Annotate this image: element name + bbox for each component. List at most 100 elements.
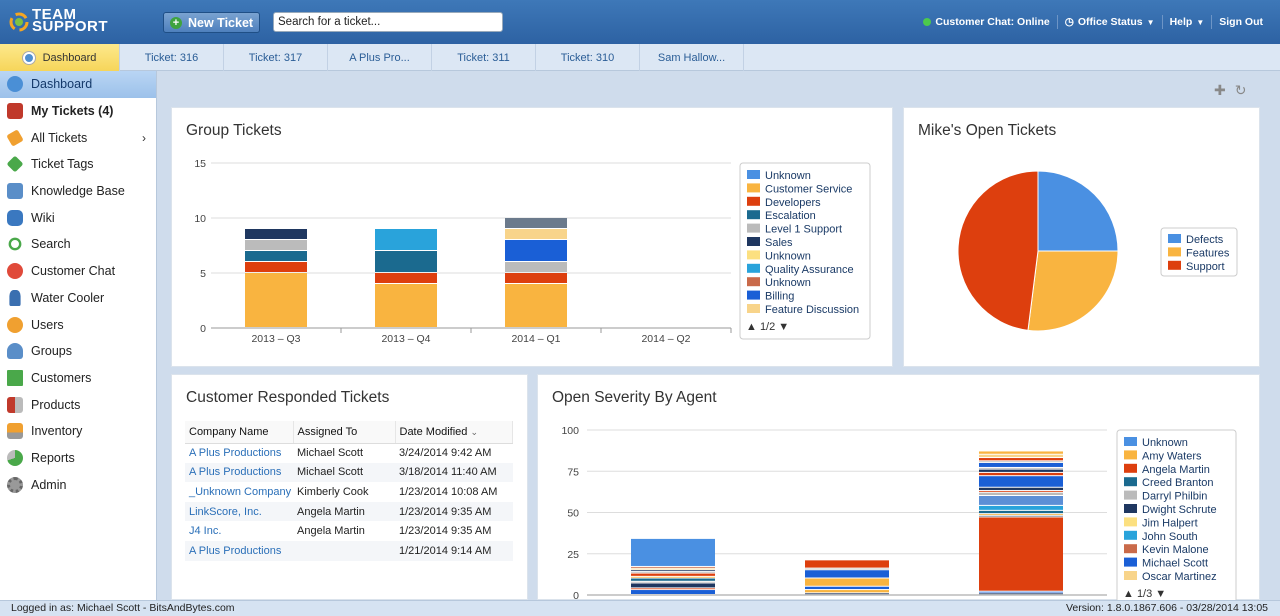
refresh-icon[interactable]: ↻ [1234,82,1247,98]
water-cooler-icon [9,289,21,306]
date-modified-cell: 1/23/2014 9:35 AM [399,525,492,538]
sidebar-item-customers[interactable]: Customers [0,365,156,392]
legend-swatch [1124,544,1137,554]
customer-responded-panel: Customer Responded Tickets [171,374,528,600]
bar-segment [805,586,889,590]
tab-ticket-310[interactable]: Ticket: 310 [536,44,640,71]
sidebar-item-reports[interactable]: Reports [0,445,156,472]
pie-slice [957,170,1039,331]
company-link[interactable]: LinkScore, Inc. [185,501,293,522]
tab-ticket-316[interactable]: Ticket: 316 [120,44,224,71]
help-label: Help [1169,16,1193,28]
tab-bar: Dashboard Ticket: 316 Ticket: 317 A Plus… [0,44,1280,71]
sidebar-item-admin[interactable]: Admin [0,471,156,498]
legend-swatch [747,290,760,300]
legend-label: Unknown [765,170,811,182]
office-status-menu[interactable]: ◷ Office Status ▼ [1058,16,1162,28]
y-tick-label: 5 [200,268,206,280]
table-row[interactable]: A Plus Productions Michael Scott 3/18/2014… [185,462,513,483]
sidebar-item-groups[interactable]: Groups [0,338,156,365]
x-tick-label: 2014 – Q1 [511,333,560,345]
bar-segment [979,593,1063,595]
company-link[interactable]: A Plus Productions [185,462,293,483]
bar-segment [245,273,307,327]
ticket-search-input[interactable] [273,12,503,32]
tab-a-plus-productions[interactable]: A Plus Pro... [328,44,432,71]
legend-swatch [747,210,760,220]
legend-swatch [747,170,760,179]
sign-out-link[interactable]: Sign Out [1212,16,1270,28]
sidebar-item-label: Water Cooler [31,290,105,305]
legend-swatch [1124,490,1137,500]
legend-label: Unknown [1142,437,1188,449]
bar-segment [979,510,1063,514]
column-assigned-to[interactable]: Assigned To [293,421,396,444]
table-row[interactable]: _Unknown Company Kimberly Cook 1/23/2014 1… [185,482,513,502]
tab-ticket-317[interactable]: Ticket: 317 [224,44,328,71]
legend-label: Customer Service [765,183,852,195]
company-link[interactable]: _Unknown Company [189,485,292,498]
date-modified-cell: 1/23/2014 9:35 AM [395,501,513,522]
legend-label: Escalation [765,210,816,222]
y-tick-label: 0 [200,323,206,335]
sidebar-item-users[interactable]: Users [0,311,156,338]
dashboard-icon [22,51,35,64]
column-date-modified[interactable]: Date Modified ⌄ [395,421,513,444]
bar-segment [375,251,437,272]
bar-segment [505,273,567,283]
chevron-right-icon[interactable]: › [142,130,146,145]
sidebar-item-inventory[interactable]: Inventory [0,418,156,445]
legend-pager: ▲ 1/2 ▼ [746,321,789,333]
panel-title: Group Tickets [186,122,282,139]
customer-chat-label: Customer Chat: Online [935,16,1050,28]
sidebar-item-products[interactable]: Products [0,391,156,418]
company-link[interactable]: A Plus Productions [189,447,282,460]
sidebar-item-label: My Tickets (4) [31,104,114,119]
legend-swatch [747,263,760,273]
legend-label: Features [1186,247,1230,259]
table-row[interactable]: J4 Inc. Angela Martin 1/23/2014 9:35 AM [185,521,513,541]
logo-line1: TEAM [32,6,77,23]
team-support-logo[interactable]: TEAM SUPPORT [8,7,118,37]
table-row[interactable]: A Plus Productions Michael Scott 3/24/2014… [185,443,513,463]
pie-slice [1037,170,1119,252]
sidebar-item-water-cooler[interactable]: Water Cooler [0,285,156,312]
bar-segment [979,469,1063,472]
add-widget-icon[interactable]: ✚ [1214,82,1226,98]
legend-swatch [1124,517,1137,527]
panel-title: Open Severity By Agent [552,389,717,406]
sidebar-item-all-tickets[interactable]: All Tickets › [0,124,156,151]
sidebar-item-knowledge-base[interactable]: Knowledge Base [0,178,156,205]
sidebar-item-my-tickets[interactable]: My Tickets (4) [0,98,156,125]
new-ticket-button[interactable]: + New Ticket [163,12,260,33]
legend-label: Sales [765,237,793,249]
logo-text: TEAM SUPPORT [32,6,108,34]
sidebar-item-customer-chat[interactable]: Customer Chat [0,258,156,285]
top-header: TEAM SUPPORT + New Ticket Customer Chat:… [0,0,1280,44]
tab-ticket-311[interactable]: Ticket: 311 [432,44,536,71]
nav-divider [1056,15,1058,29]
column-company-name[interactable]: Company Name [185,421,294,444]
y-tick-label: 25 [567,549,579,561]
sidebar-item-wiki[interactable]: Wiki [0,204,156,231]
legend-label: Unknown [765,250,811,262]
table-row[interactable]: A Plus Productions 1/21/2014 9:14 AM [185,540,513,561]
sidebar-item-label: Ticket Tags [31,157,94,172]
legend-swatch [747,223,760,233]
building-icon [7,369,23,386]
legend-label: Level 1 Support [765,224,842,236]
pie-icon [7,449,23,466]
sidebar-item-ticket-tags[interactable]: Ticket Tags [0,151,156,178]
sidebar-item-search[interactable]: Search [0,231,156,258]
company-link[interactable]: A Plus Productions [185,540,293,561]
table-row[interactable]: LinkScore, Inc. Angela Martin 1/23/2014 9:… [185,501,513,522]
tab-dashboard[interactable]: Dashboard [0,44,120,71]
chevron-down-icon: ▼ [1146,17,1155,27]
tab-sam-hallow[interactable]: Sam Hallow... [640,44,744,71]
sidebar-item-dashboard[interactable]: Dashboard [0,71,156,98]
y-tick-label: 15 [194,158,206,170]
company-link[interactable]: J4 Inc. [189,525,222,538]
customer-chat-status[interactable]: Customer Chat: Online [916,16,1056,28]
help-menu[interactable]: Help ▼ [1163,16,1212,28]
